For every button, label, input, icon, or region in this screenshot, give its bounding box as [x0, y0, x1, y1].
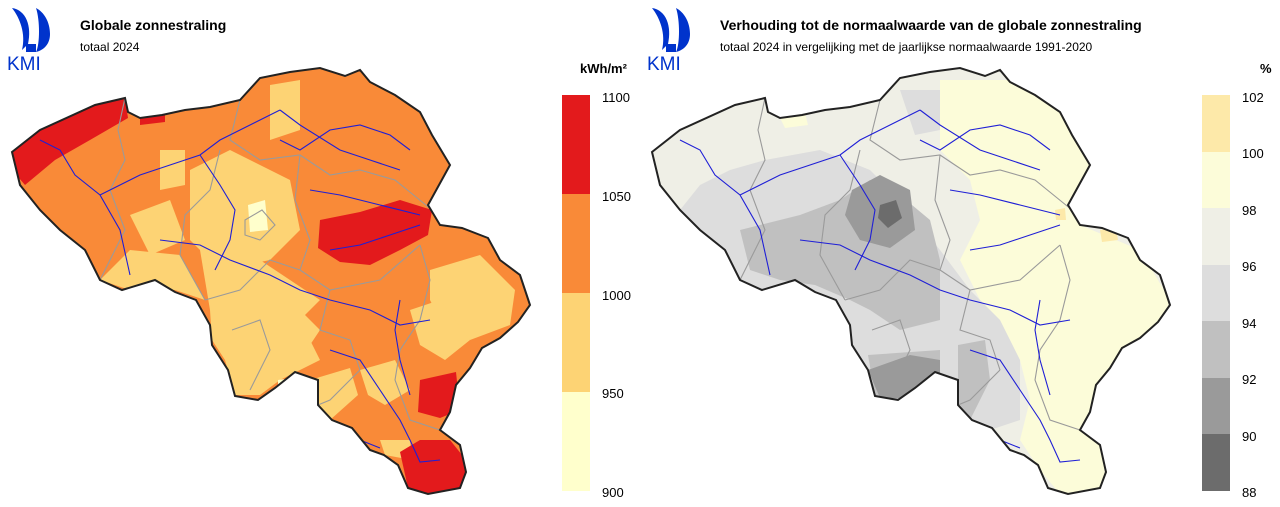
legend-band-94-96: [1202, 265, 1230, 321]
legend-band-88-90: [1202, 434, 1230, 491]
legend-tick-1050: 1050: [602, 189, 631, 204]
kmi-logo-text: KMI: [7, 54, 41, 72]
solar-radiation-map-panel: KMI Globale zonnestraling totaal 2024: [6, 4, 631, 500]
legend-band-92-94: [1202, 321, 1230, 378]
legend-tick-88: 88: [1242, 485, 1257, 500]
legend-tick-102: 102: [1242, 90, 1264, 105]
legend-unit: %: [1260, 61, 1272, 76]
legend-tick-1100: 1100: [602, 90, 630, 105]
zone-98-100-east: [940, 80, 1170, 494]
legend-tick-96: 96: [1242, 259, 1257, 274]
map-subtitle: totaal 2024: [80, 40, 140, 54]
legend-unit: kWh/m²: [580, 61, 627, 76]
legend-band-1050-1100: [562, 95, 590, 194]
legend-tick-1000: 1000: [602, 288, 631, 303]
zone-950-1000-center: [190, 150, 300, 270]
legend-band-96-98: [1202, 208, 1230, 265]
legend-band-900-950: [562, 392, 590, 491]
legend-band-90-92: [1202, 378, 1230, 434]
radiation-map: [11, 67, 531, 495]
ratio-legend-colorbar: [1202, 95, 1230, 491]
legend-tick-950: 950: [602, 386, 624, 401]
legend-tick-90: 90: [1242, 429, 1257, 444]
kmi-logo: KMI: [646, 4, 698, 72]
map-title: Globale zonnestraling: [80, 17, 227, 33]
legend-tick-100: 100: [1242, 146, 1264, 161]
legend-tick-94: 94: [1242, 316, 1257, 331]
legend-band-100-102: [1202, 95, 1230, 152]
legend-tick-900: 900: [602, 485, 624, 500]
normal-ratio-map-panel: KMI Verhouding tot de normaalwaarde van …: [640, 0, 1280, 507]
legend-tick-98: 98: [1242, 203, 1257, 218]
zone-1050-1100-coast: [12, 98, 128, 185]
map-title: Verhouding tot de normaalwaarde van de g…: [720, 17, 1142, 33]
legend-tick-92: 92: [1242, 372, 1257, 387]
map-subtitle: totaal 2024 in vergelijking met de jaarl…: [720, 40, 1093, 54]
zone-1050-1100-center: [318, 200, 432, 265]
legend-band-950-1000: [562, 293, 590, 392]
radiation-legend-colorbar: [562, 95, 590, 491]
legend-band-1000-1050: [562, 194, 590, 293]
zone-88-90-center: [878, 200, 902, 228]
kmi-logo-text: KMI: [647, 54, 681, 72]
ratio-map: [651, 67, 1171, 495]
kmi-logo: KMI: [6, 4, 58, 72]
legend-band-98-100: [1202, 152, 1230, 208]
